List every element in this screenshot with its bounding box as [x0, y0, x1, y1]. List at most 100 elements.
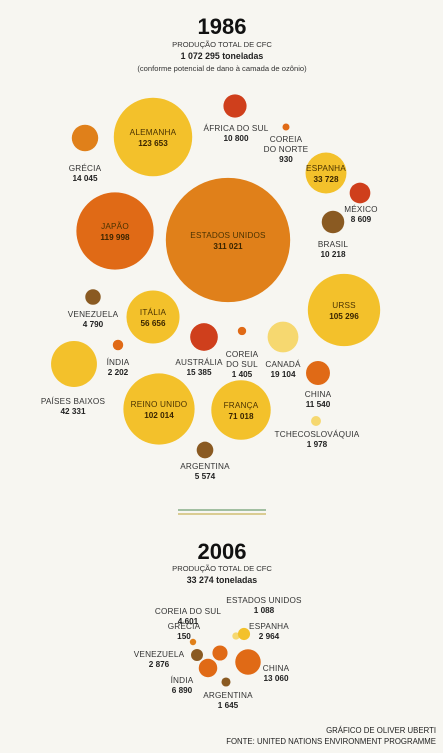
bubble-argentina: [196, 441, 214, 459]
total-1986: 1 072 295 toneladas: [181, 51, 264, 61]
bubble-label-espanha: ESPANHA: [249, 622, 289, 631]
bubble-value-grecia: 150: [177, 632, 191, 641]
bubble-label-italia: ITÁLIA: [140, 307, 167, 317]
bubble-value-franca: 71 018: [228, 412, 253, 421]
bubble-argentina: [221, 677, 231, 687]
bubble-value-espanha: 33 728: [313, 175, 338, 184]
bubble-value-venezuela: 2 876: [149, 660, 170, 669]
bubble-label-venezuela: VENEZUELA: [68, 310, 119, 319]
bubble-label-australia: AUSTRÁLIA: [175, 357, 223, 367]
bubble-label-india: ÍNDIA: [107, 357, 130, 367]
bubble-value-china: 11 540: [306, 400, 331, 409]
bubble-venezuela: [191, 649, 203, 661]
bubble-value-australia: 15 385: [186, 368, 211, 377]
bubble-label-venezuela: VENEZUELA: [134, 650, 185, 659]
bubble-value-venezuela: 4 790: [83, 320, 104, 329]
bubble-china: [306, 361, 330, 385]
bubble-label-reino-unido: REINO UNIDO: [131, 400, 188, 409]
subtitle-1986: PRODUÇÃO TOTAL DE CFC: [172, 40, 272, 49]
bubble-value-mexico: 8 609: [351, 215, 372, 224]
bubble-japao: [76, 192, 154, 270]
bubble-label-franca: FRANÇA: [224, 401, 259, 410]
bubble-value-estados-unidos: 311 021: [213, 242, 243, 251]
note-1986: (conforme potencial de dano à camada de …: [137, 64, 307, 73]
bubble-franca: [211, 380, 271, 440]
bubble-label-china: CHINA: [305, 390, 332, 399]
bubble-label-grecia: GRÉCIA: [168, 621, 201, 631]
bubble-label-japao: JAPÃO: [101, 221, 129, 231]
bubble-value-urss: 105 296: [329, 312, 359, 321]
bubble-grecia: [189, 638, 197, 646]
bubble-urss: [307, 273, 381, 347]
bubble-value-argentina: 5 574: [195, 472, 216, 481]
bubble-value-paises-baixos: 42 331: [60, 407, 85, 416]
bubble-value-grecia: 14 045: [72, 174, 97, 183]
bubble-australia: [190, 323, 218, 351]
bubble-italia: [126, 290, 180, 344]
bubble-label-mexico: MÉXICO: [344, 204, 378, 214]
bubble-label-brasil: BRASIL: [318, 240, 349, 249]
bubble-value-argentina: 1 645: [218, 701, 239, 710]
bubble-coreia-do-sul: [212, 645, 228, 661]
bubble-label-coreia-do-norte-line-2: DO NORTE: [264, 145, 309, 154]
bubble-label-espanha: ESPANHA: [306, 164, 346, 173]
bubble-value-brasil: 10 218: [320, 250, 345, 259]
bubble-value-reino-unido: 102 014: [144, 411, 174, 420]
bubble-value-china: 13 060: [263, 674, 288, 683]
bubble-estados-unidos: [165, 177, 291, 303]
bubble-label-grecia: GRÉCIA: [69, 163, 102, 173]
bubble-paises-baixos: [51, 341, 97, 387]
bubble-value-canada: 19 104: [270, 370, 295, 379]
bubble-africa-do-sul: [223, 94, 247, 118]
bubble-coreia-do-sul: [237, 326, 247, 336]
bubble-label-coreia-do-norte-line-1: COREIA: [270, 135, 303, 144]
bubble-label-urss: URSS: [332, 301, 356, 310]
bubble-label-coreia-do-sul-line-1: COREIA: [226, 350, 259, 359]
bubble-china: [235, 649, 261, 675]
graphic-credit: GRÁFICO DE OLIVER UBERTI: [326, 726, 436, 735]
bubble-value-coreia-do-sul: 4 601: [178, 617, 199, 626]
bubble-india: [198, 658, 218, 678]
bubble-label-argentina: ARGENTINA: [180, 462, 230, 471]
bubble-espanha: [237, 627, 251, 641]
bubble-label-coreia-do-sul-line-2: DO SUL: [226, 360, 258, 369]
bubble-value-india: 6 890: [172, 686, 193, 695]
bubble-value-coreia-do-norte: 930: [279, 155, 293, 164]
bubble-value-tchecoslovaquia: 1 978: [307, 440, 328, 449]
bubble-label-china: CHINA: [263, 664, 290, 673]
bubble-label-india: ÍNDIA: [171, 675, 194, 685]
bubble-label-africa-do-sul: ÁFRICA DO SUL: [204, 123, 269, 133]
bubble-value-india: 2 202: [108, 368, 129, 377]
bubble-label-paises-baixos: PAÍSES BAIXOS: [41, 396, 106, 406]
bubble-coreia-do-norte: [282, 123, 290, 131]
bubble-espanha: [305, 152, 347, 194]
bubble-india: [112, 339, 124, 351]
total-2006: 33 274 toneladas: [187, 575, 258, 585]
bubble-label-tchecoslovaquia: TCHECOSLOVÁQUIA: [275, 429, 360, 439]
source-credit: FONTE: UNITED NATIONS ENVIRONMENT PROGRA…: [226, 737, 436, 746]
bubble-label-argentina: ARGENTINA: [203, 691, 253, 700]
title-1986: 1986: [198, 14, 247, 39]
bubble-label-alemanha: ALEMANHA: [130, 128, 177, 137]
bubble-brasil: [321, 210, 345, 234]
bubble-estados-unidos: [232, 632, 240, 640]
bubble-venezuela: [85, 289, 101, 305]
bubbles-2006-circles: [189, 627, 261, 687]
bubbles-1986-circles: [51, 94, 381, 459]
title-2006: 2006: [198, 539, 247, 564]
bubble-grecia: [71, 124, 99, 152]
bubble-reino-unido: [123, 373, 195, 445]
bubble-canada: [267, 321, 299, 353]
bubble-label-estados-unidos: ESTADOS UNIDOS: [226, 596, 302, 605]
bubble-value-italia: 56 656: [140, 319, 165, 328]
bubble-mexico: [349, 182, 371, 204]
subtitle-2006: PRODUÇÃO TOTAL DE CFC: [172, 564, 272, 573]
bubble-value-japao: 119 998: [100, 233, 130, 242]
bubble-label-coreia-do-sul: COREIA DO SUL: [155, 607, 222, 616]
bubble-value-alemanha: 123 653: [138, 139, 168, 148]
